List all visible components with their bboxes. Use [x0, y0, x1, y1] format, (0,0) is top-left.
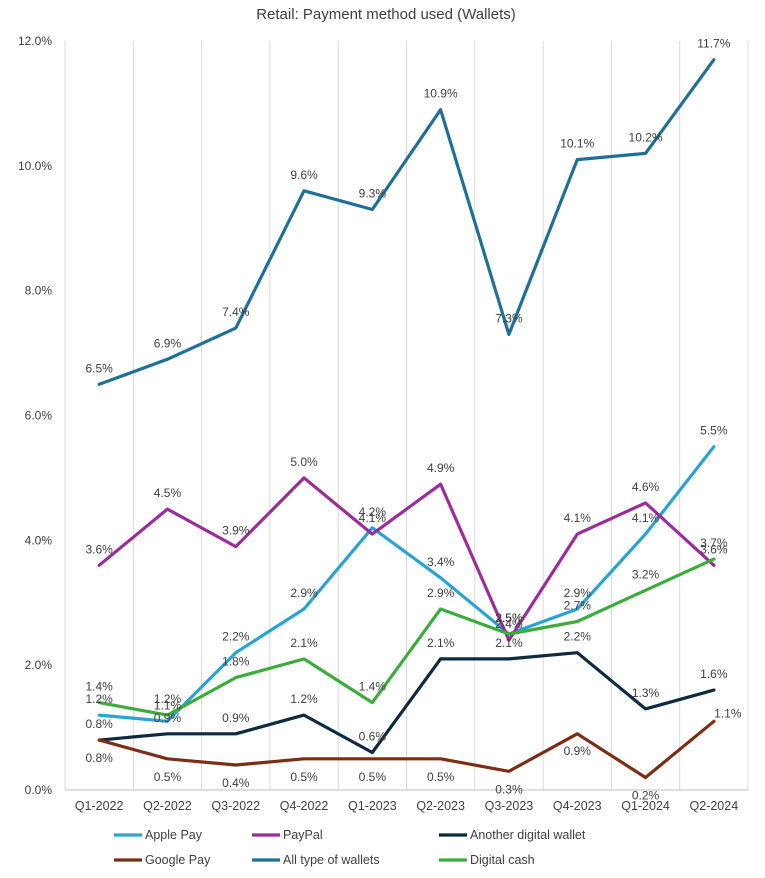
data-label: 0.8% — [85, 751, 113, 765]
y-tick-label: 10.0% — [18, 159, 52, 173]
data-label: 1.4% — [359, 680, 387, 694]
data-label: 2.4% — [495, 617, 523, 631]
data-label: 3.6% — [85, 542, 113, 556]
data-label: 9.6% — [290, 168, 318, 182]
data-label: 1.3% — [632, 686, 660, 700]
data-label: 1.1% — [714, 706, 742, 720]
series-line-google-pay — [97, 719, 716, 780]
data-label: 0.9% — [154, 711, 182, 725]
data-label: 2.2% — [564, 630, 592, 644]
data-label: 0.9% — [564, 744, 592, 758]
data-label: 1.4% — [85, 680, 113, 694]
series-line-apple-pay — [97, 445, 716, 723]
x-tick-label: Q4-2022 — [280, 799, 329, 813]
y-axis-ticks: 0.0% 2.0% 4.0% 6.0% 8.0% 10.0% 12.0% — [18, 34, 52, 797]
legend-label: Digital cash — [470, 853, 535, 867]
data-label: 1.1% — [154, 698, 182, 712]
data-label: 9.3% — [359, 187, 387, 201]
data-label: 2.7% — [564, 598, 592, 612]
data-label: 4.9% — [427, 461, 455, 475]
data-label: 10.1% — [560, 137, 594, 151]
data-label: 4.2% — [359, 505, 387, 519]
data-label: 2.9% — [564, 586, 592, 600]
data-label: 0.9% — [222, 711, 250, 725]
x-tick-label: Q4-2023 — [553, 799, 602, 813]
y-tick-label: 4.0% — [25, 533, 53, 547]
x-tick-label: Q3-2022 — [211, 799, 260, 813]
x-tick-label: Q2-2023 — [416, 799, 465, 813]
data-label: 7.4% — [222, 305, 250, 319]
data-label: 4.6% — [632, 480, 660, 494]
data-label: 1.2% — [154, 692, 182, 706]
x-tick-label: Q1-2024 — [621, 799, 670, 813]
y-tick-label: 2.0% — [25, 658, 53, 672]
data-label: 2.5% — [495, 611, 523, 625]
grid-lines — [64, 41, 749, 791]
data-label: 2.1% — [495, 636, 523, 650]
data-label: 3.2% — [632, 567, 660, 581]
x-tick-label: Q3-2023 — [485, 799, 534, 813]
data-label: 6.5% — [85, 361, 113, 375]
legend: Apple Pay PayPal Another digital wallet Goo… — [114, 828, 586, 867]
data-label: 5.5% — [700, 424, 728, 438]
data-label: 5.0% — [290, 455, 318, 469]
data-label: 0.4% — [222, 776, 250, 790]
data-label: 0.3% — [495, 782, 523, 796]
series-lines — [97, 58, 716, 780]
x-tick-label: Q1-2022 — [75, 799, 124, 813]
data-label: 0.5% — [154, 770, 182, 784]
data-label: 2.9% — [290, 586, 318, 600]
data-label: 1.2% — [290, 692, 318, 706]
legend-label: All type of wallets — [283, 853, 380, 867]
data-label: 1.6% — [700, 667, 728, 681]
data-label: 3.4% — [427, 555, 455, 569]
data-label: 10.9% — [424, 87, 458, 101]
data-label: 4.1% — [632, 511, 660, 525]
data-label: 0.6% — [359, 730, 387, 744]
legend-label: Apple Pay — [145, 828, 203, 842]
data-label: 10.2% — [629, 130, 663, 144]
data-label: 3.6% — [700, 542, 728, 556]
data-label: 4.1% — [359, 511, 387, 525]
series-line-another-digital-wallet — [97, 651, 716, 755]
data-label: 4.5% — [154, 486, 182, 500]
data-label: 0.5% — [290, 770, 318, 784]
data-label: 0.5% — [359, 770, 387, 784]
data-label: 3.7% — [700, 536, 728, 550]
x-axis-ticks: Q1-2022 Q2-2022 Q3-2022 Q4-2022 Q1-2023 Q2-20… — [75, 799, 738, 813]
data-label: 6.9% — [154, 336, 182, 350]
y-tick-label: 8.0% — [25, 284, 53, 298]
series-line-all-type-of-wallets — [97, 58, 716, 386]
data-label: 4.1% — [564, 511, 592, 525]
chart-title: Retail: Payment method used (Wallets) — [256, 6, 516, 23]
data-label: 0.5% — [427, 770, 455, 784]
data-label: 0.2% — [632, 789, 660, 803]
data-label: 2.9% — [427, 586, 455, 600]
data-label: 2.2% — [222, 630, 250, 644]
legend-label: Google Pay — [145, 853, 211, 867]
data-label: 2.1% — [427, 636, 455, 650]
y-tick-label: 6.0% — [25, 409, 53, 423]
legend-label: PayPal — [283, 828, 323, 842]
data-label: 1.8% — [222, 655, 250, 669]
data-label: 0.8% — [85, 717, 113, 731]
data-label: 2.1% — [290, 636, 318, 650]
legend-label: Another digital wallet — [470, 828, 586, 842]
data-label: 3.9% — [222, 524, 250, 538]
x-tick-label: Q2-2024 — [690, 799, 739, 813]
x-tick-label: Q1-2023 — [348, 799, 397, 813]
x-tick-label: Q2-2022 — [143, 799, 192, 813]
data-label: 11.7% — [697, 37, 730, 51]
data-label: 1.2% — [85, 692, 113, 706]
y-tick-label: 12.0% — [18, 34, 52, 48]
data-label: 2.5% — [495, 611, 523, 625]
data-labels: 1.2% 1.1%2.2%2.9%4.2%3.4%2.5%2.9%4.1%5.5%… — [85, 37, 741, 803]
series-line-digital-cash — [97, 557, 716, 717]
series-line-paypal — [97, 476, 716, 642]
y-tick-label: 0.0% — [25, 783, 53, 797]
data-label: 7.3% — [495, 311, 523, 325]
